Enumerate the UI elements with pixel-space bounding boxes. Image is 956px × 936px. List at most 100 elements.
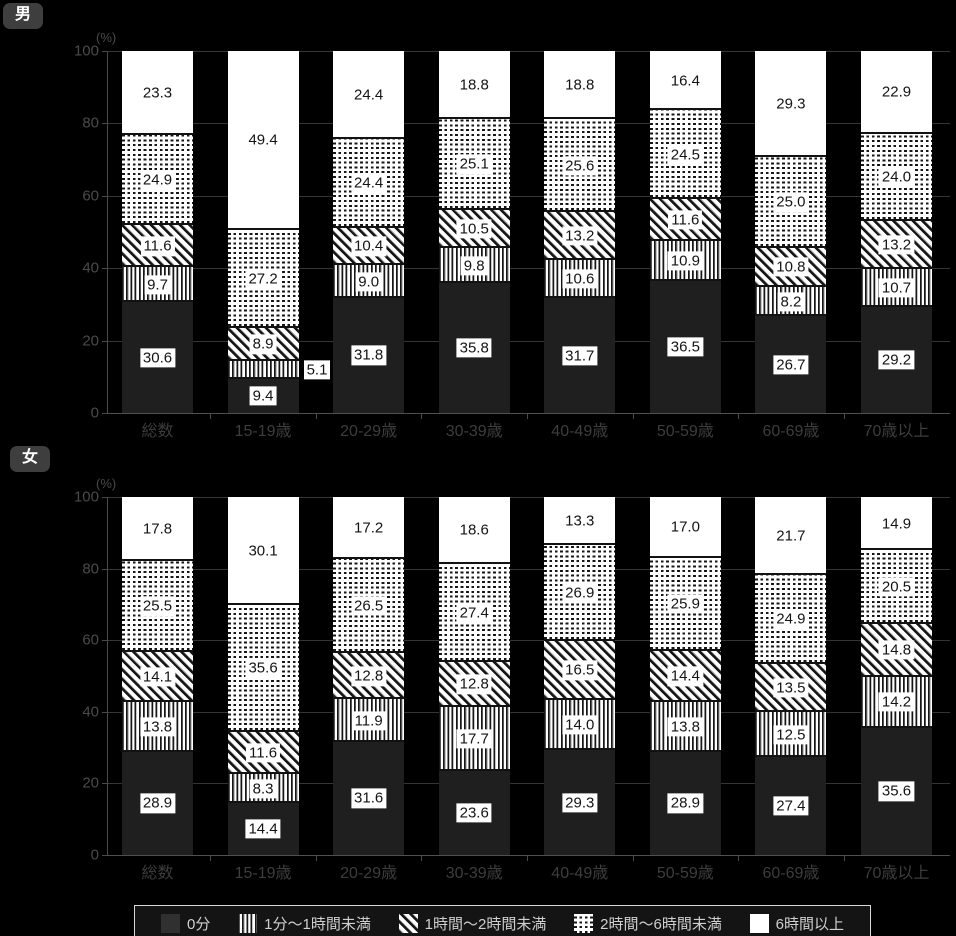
value-label: 5.1 bbox=[303, 360, 331, 380]
x-axis-tick bbox=[315, 414, 317, 419]
x-category-label: 20-29歳 bbox=[340, 865, 398, 882]
value-label: 29.3 bbox=[562, 792, 598, 813]
value-label: 25.0 bbox=[773, 192, 809, 212]
value-label: 12.8 bbox=[456, 674, 492, 695]
value-label: 12.8 bbox=[351, 666, 387, 686]
value-label: 28.9 bbox=[667, 793, 703, 813]
value-label: 22.9 bbox=[878, 82, 915, 103]
bar-segment bbox=[649, 702, 721, 752]
value-label: 17.0 bbox=[667, 517, 703, 538]
value-label: 14.8 bbox=[878, 640, 915, 660]
value-label: 10.8 bbox=[773, 257, 809, 277]
value-label: 27.2 bbox=[245, 269, 281, 289]
gridline bbox=[107, 413, 950, 414]
y-tick-label: 80 bbox=[82, 560, 99, 578]
bar: 31.6 11.9 12.8 26.5 17.2 bbox=[333, 497, 405, 855]
y-axis-tick bbox=[102, 195, 107, 197]
value-label: 14.4 bbox=[667, 666, 703, 686]
bar-segment bbox=[333, 558, 405, 654]
bar-segment bbox=[122, 135, 193, 226]
bar: 27.4 12.5 13.5 24.9 21.7 bbox=[755, 497, 827, 855]
value-label: 31.8 bbox=[351, 345, 387, 366]
y-tick-label: 0 bbox=[90, 846, 99, 864]
y-axis-tick bbox=[102, 640, 107, 642]
x-category-label: 50-59歳 bbox=[656, 865, 714, 882]
value-label: 13.2 bbox=[562, 226, 598, 246]
value-label: 35.8 bbox=[456, 338, 492, 358]
value-label: 31.7 bbox=[562, 345, 598, 366]
x-category-label: 総数 bbox=[141, 865, 174, 882]
value-label: 17.7 bbox=[456, 729, 492, 749]
value-label: 23.6 bbox=[456, 803, 492, 823]
x-category-label: 50-59歳 bbox=[656, 423, 714, 440]
x-category-label: 60-69歳 bbox=[762, 865, 820, 882]
value-label: 8.3 bbox=[249, 778, 277, 799]
legend-label: 0分 bbox=[187, 916, 211, 933]
bar: 9.4 5.1 8.9 27.2 49.4 bbox=[227, 51, 331, 413]
y-axis-tick bbox=[102, 497, 107, 498]
value-label: 27.4 bbox=[456, 602, 492, 623]
value-label: 18.8 bbox=[456, 75, 492, 95]
value-label: 29.2 bbox=[878, 350, 915, 370]
y-axis-tick bbox=[102, 51, 107, 52]
value-label: 26.9 bbox=[562, 583, 598, 603]
bar: 23.6 17.7 12.8 27.4 18.6 bbox=[438, 497, 510, 855]
bar: 29.3 14.0 16.5 26.9 13.3 bbox=[544, 497, 616, 855]
group-badge: 女 bbox=[10, 446, 51, 472]
value-label: 10.9 bbox=[667, 251, 703, 271]
bar-segment bbox=[227, 328, 299, 361]
value-label: 24.5 bbox=[667, 145, 703, 165]
legend: 0分 1分〜1時間未満 1時間〜2時間未満 2時間〜6時間未満 6時間以上 bbox=[134, 905, 871, 936]
value-label: 16.5 bbox=[562, 660, 598, 681]
value-label: 25.9 bbox=[667, 594, 703, 614]
value-label: 29.3 bbox=[773, 94, 809, 114]
value-label: 10.5 bbox=[456, 219, 492, 239]
bar: 29.2 10.7 13.2 24.0 22.9 bbox=[860, 51, 932, 413]
x-axis-tick bbox=[526, 414, 528, 419]
value-label: 31.6 bbox=[351, 788, 387, 809]
value-label: 10.7 bbox=[878, 278, 915, 298]
value-label: 23.3 bbox=[139, 83, 176, 103]
gridline bbox=[107, 340, 950, 342]
x-axis-tick bbox=[632, 414, 634, 419]
legend-item: 1時間〜2時間未満 bbox=[398, 913, 547, 934]
x-axis-tick bbox=[632, 856, 634, 861]
value-label: 11.6 bbox=[668, 210, 703, 230]
y-tick-label: 40 bbox=[82, 259, 99, 277]
value-label: 24.9 bbox=[773, 609, 809, 629]
gridline bbox=[107, 51, 950, 52]
value-label: 35.6 bbox=[245, 658, 281, 679]
value-label: 13.2 bbox=[878, 235, 915, 255]
value-label: 11.6 bbox=[140, 236, 175, 256]
bar: 14.4 8.3 11.6 35.6 30.1 bbox=[227, 497, 299, 855]
y-axis-tick bbox=[102, 855, 107, 856]
bar-segment bbox=[649, 51, 721, 111]
x-axis-tick bbox=[843, 856, 845, 861]
x-category-label: 30-39歳 bbox=[445, 423, 503, 440]
y-axis-line bbox=[107, 51, 108, 413]
value-label: 27.4 bbox=[773, 796, 809, 816]
x-category-label: 20-29歳 bbox=[340, 423, 398, 440]
value-label: 25.5 bbox=[139, 596, 176, 616]
y-axis-tick bbox=[102, 123, 107, 125]
x-category-label: 15-19歳 bbox=[234, 423, 292, 440]
legend-label: 1時間〜2時間未満 bbox=[424, 916, 547, 933]
bar-segment bbox=[333, 265, 405, 298]
x-category-label: 60-69歳 bbox=[762, 423, 820, 440]
bar-segment bbox=[438, 707, 510, 771]
gridline bbox=[107, 123, 950, 125]
y-tick-label: 80 bbox=[82, 114, 99, 132]
value-label: 13.3 bbox=[562, 511, 598, 531]
x-category-label: 15-19歳 bbox=[234, 865, 292, 882]
group-badge: 男 bbox=[3, 3, 44, 29]
y-axis-tick bbox=[102, 568, 107, 570]
legend-label: 2時間〜6時間未満 bbox=[600, 916, 722, 933]
y-axis-tick bbox=[102, 340, 107, 342]
value-label: 25.6 bbox=[562, 155, 598, 176]
bar: 35.6 14.2 14.8 20.5 14.9 bbox=[860, 497, 932, 855]
gridline bbox=[107, 855, 950, 856]
value-label: 30.1 bbox=[245, 541, 281, 561]
gridline bbox=[107, 268, 950, 270]
value-label: 25.1 bbox=[456, 154, 492, 175]
